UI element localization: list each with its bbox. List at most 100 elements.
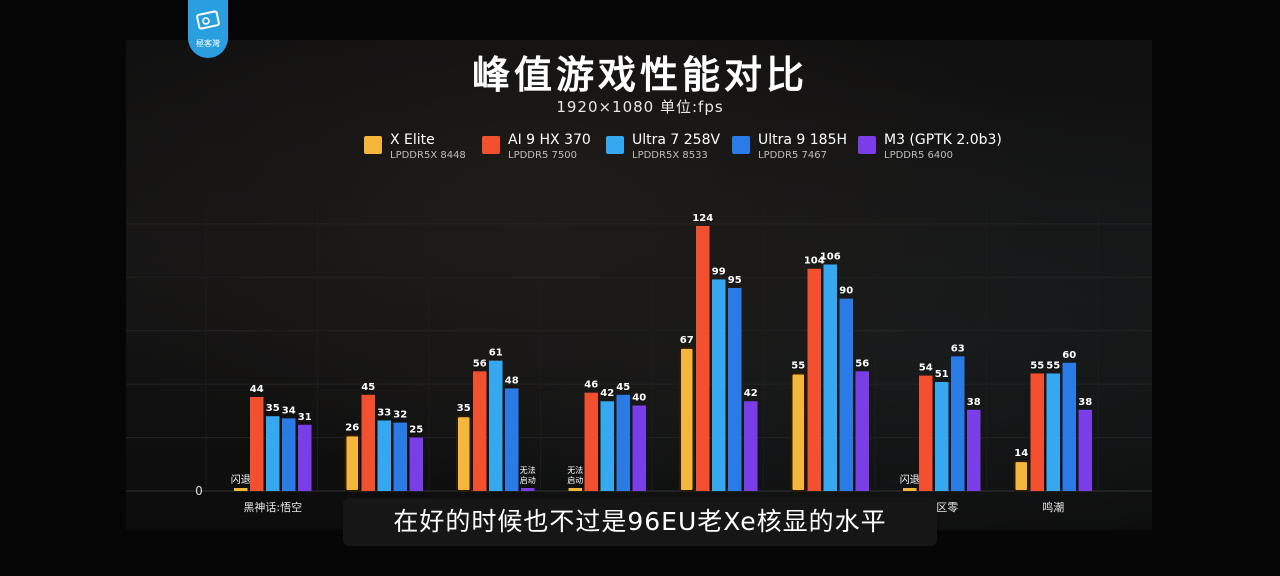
logo-text: 極客灣 — [196, 39, 220, 48]
bar — [282, 418, 296, 491]
bar — [409, 437, 423, 491]
data-label: 45 — [361, 382, 375, 393]
legend-swatch — [732, 136, 750, 154]
data-label: 38 — [967, 397, 981, 408]
data-label: 55 — [1046, 360, 1060, 371]
bar — [1046, 373, 1060, 491]
data-label: 60 — [1062, 350, 1076, 361]
status-label: 启动 — [567, 475, 583, 485]
data-label: 14 — [1014, 448, 1028, 459]
bar — [568, 488, 582, 491]
status-label: 无法 — [520, 465, 536, 475]
legend-swatch — [606, 136, 624, 154]
data-label: 42 — [600, 388, 614, 399]
bar — [298, 424, 312, 491]
data-label: 35 — [457, 403, 471, 414]
data-label: 51 — [935, 369, 949, 380]
bar — [679, 346, 695, 492]
legend-name: M3 (GPTK 2.0b3) — [884, 132, 1002, 148]
data-label: 63 — [951, 343, 965, 354]
data-label: 67 — [680, 335, 694, 346]
data-label: 38 — [1078, 397, 1092, 408]
bar — [361, 394, 375, 491]
bar — [600, 401, 614, 491]
bar — [744, 401, 758, 491]
bar — [807, 268, 821, 491]
bar — [521, 488, 535, 491]
data-label: 46 — [584, 380, 598, 391]
data-label: 48 — [505, 375, 519, 386]
logo-icon — [196, 10, 220, 30]
bar — [505, 388, 519, 491]
bar — [919, 375, 933, 491]
chart-title: 峰值游戏性能对比 — [471, 53, 808, 97]
legend-swatch — [482, 136, 500, 154]
status-label: 闪退 — [900, 473, 920, 486]
brand-logo: 極客灣 — [188, 0, 228, 58]
y-tick-label: 0 — [195, 484, 203, 498]
legend-memory: LPDDR5X 8533 — [632, 150, 708, 161]
legend-name: AI 9 HX 370 — [508, 132, 591, 148]
legend-memory: LPDDR5X 8448 — [390, 150, 466, 161]
data-label: 124 — [692, 213, 713, 224]
data-label: 35 — [266, 403, 280, 414]
x-tick-label: 黑神话:悟空 — [243, 500, 302, 514]
data-label: 26 — [345, 422, 359, 433]
data-label: 104 — [804, 256, 825, 267]
data-label: 61 — [489, 348, 503, 359]
legend-name: Ultra 9 185H — [758, 132, 848, 148]
bar — [696, 226, 710, 491]
bar — [473, 371, 487, 491]
legend-swatch — [858, 136, 876, 154]
chart-subtitle: 1920×1080 单位:fps — [556, 98, 724, 116]
data-label: 56 — [855, 358, 869, 369]
bar — [712, 279, 726, 491]
bar — [790, 372, 806, 493]
data-label: 95 — [728, 275, 742, 286]
bar — [728, 287, 742, 491]
bar — [823, 264, 837, 491]
bar — [393, 422, 407, 491]
bar — [855, 371, 869, 491]
bar — [344, 434, 360, 493]
bar — [1030, 373, 1044, 491]
x-tick-label: 鸣潮 — [1042, 500, 1064, 514]
data-label: 99 — [712, 266, 726, 277]
legend-memory: LPDDR5 7467 — [758, 150, 827, 161]
bar — [456, 415, 472, 492]
bar — [632, 405, 646, 491]
bar — [903, 488, 917, 491]
data-label: 44 — [250, 384, 264, 395]
bar — [489, 360, 503, 491]
bar — [1078, 409, 1092, 491]
data-label: 33 — [377, 407, 391, 418]
bar — [266, 416, 280, 491]
bar — [234, 488, 248, 491]
data-label: 42 — [744, 388, 758, 399]
bar — [935, 382, 949, 491]
bar — [1062, 362, 1076, 491]
status-label: 无法 — [567, 465, 583, 475]
bar — [967, 409, 981, 491]
bar — [951, 356, 965, 491]
data-label: 25 — [409, 425, 423, 436]
bar — [616, 394, 630, 491]
data-label: 56 — [473, 358, 487, 369]
legend-name: X Elite — [390, 132, 435, 148]
bar — [839, 298, 853, 491]
video-caption: 在好的时候也不过是96EU老Xe核显的水平 — [343, 498, 937, 546]
data-label: 55 — [791, 360, 805, 371]
data-label: 54 — [919, 363, 933, 374]
bar — [250, 396, 264, 491]
legend-memory: LPDDR5 6400 — [884, 150, 953, 161]
legend-memory: LPDDR5 7500 — [508, 150, 577, 161]
status-label: 闪退 — [231, 473, 251, 486]
data-label: 34 — [282, 405, 296, 416]
legend-swatch — [364, 136, 382, 154]
data-label: 32 — [393, 410, 407, 421]
bar — [1013, 460, 1029, 493]
data-label: 40 — [632, 393, 646, 404]
data-label: 31 — [298, 412, 312, 423]
data-label: 55 — [1030, 360, 1044, 371]
